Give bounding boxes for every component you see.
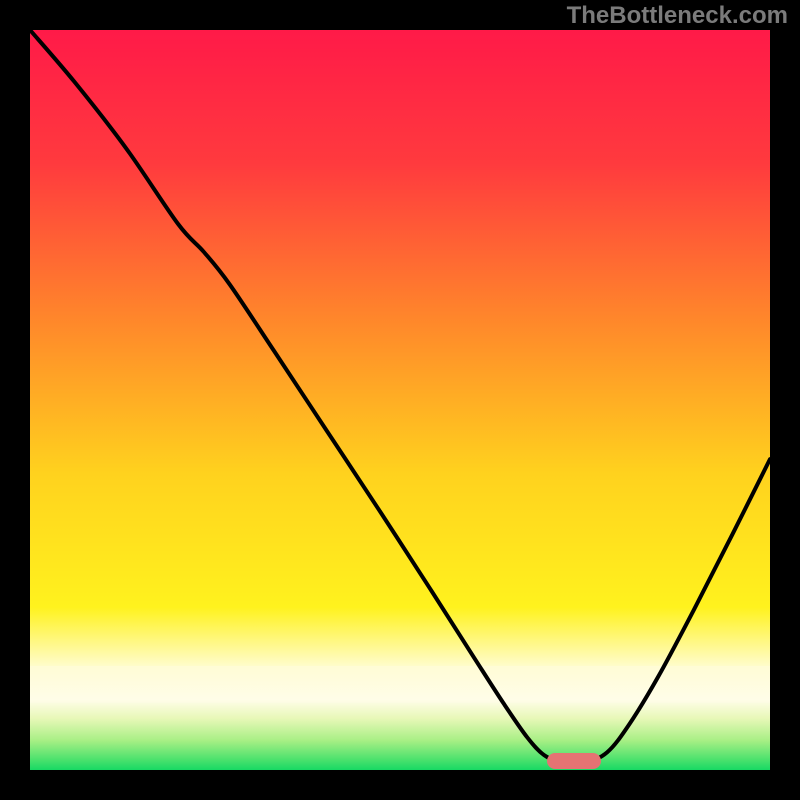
minimum-marker xyxy=(547,753,601,769)
watermark-text: TheBottleneck.com xyxy=(567,2,788,30)
curve-line xyxy=(30,30,770,770)
curve-path xyxy=(30,30,770,764)
plot-area xyxy=(30,30,770,770)
